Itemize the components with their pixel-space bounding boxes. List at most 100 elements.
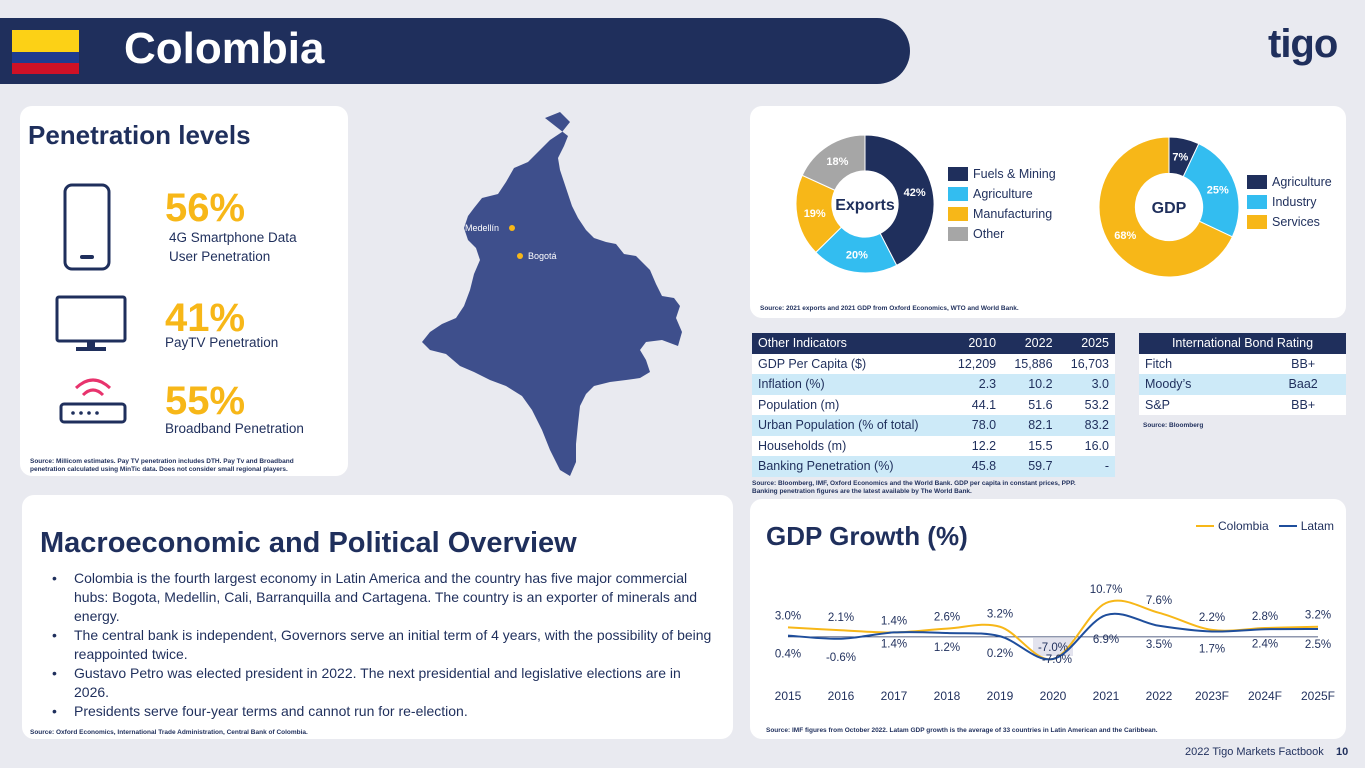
gdp-growth-source: Source: IMF figures from October 2022. L… [766, 727, 1158, 734]
exports-legend-label: Fuels & Mining [973, 167, 1056, 181]
x-tick-label: 2017 [881, 689, 908, 703]
paytv-penetration-label: PayTV Penetration [165, 335, 279, 350]
donuts-source: Source: 2021 exports and 2021 GDP from O… [760, 305, 1019, 312]
x-tick-label: 2019 [987, 689, 1014, 703]
bond-header-row: International Bond Rating [1139, 333, 1346, 354]
gdp-slice-label: 25% [1207, 184, 1229, 196]
latam-data-label: -0.6% [826, 652, 856, 664]
gdp-legend-swatch [1247, 215, 1267, 229]
bond-agency: Fitch [1139, 353, 1261, 374]
exports-legend-label: Other [973, 227, 1005, 241]
latam-data-label: 0.2% [987, 648, 1013, 660]
bogota-label: Bogotá [528, 251, 557, 261]
exports-legend-item: Other [948, 224, 1056, 244]
indicators-source: Source: Bloomberg, IMF, Oxford Economics… [752, 480, 1076, 495]
indicator-label: Urban Population (% of total) [752, 415, 946, 436]
indicators-row: Inflation (%) 2.3 10.2 3.0 [752, 374, 1115, 395]
indicators-header-2025: 2025 [1058, 333, 1115, 354]
router-icon [59, 378, 127, 424]
latam-data-label: 2.5% [1305, 639, 1331, 651]
exports-legend-swatch [948, 187, 968, 201]
indicator-value: 59.7 [1002, 456, 1059, 477]
indicator-label: Population (m) [752, 394, 946, 415]
indicator-value: 10.2 [1002, 374, 1059, 395]
gdp-growth-title: GDP Growth (%) [766, 521, 968, 551]
x-tick-label: 2023F [1195, 689, 1229, 703]
gdp-legend: Agriculture Industry Services [1247, 172, 1332, 232]
macro-card: Macroeconomic and Political Overview Col… [22, 495, 733, 739]
indicator-value: 53.2 [1058, 394, 1115, 415]
latam-data-label: -7.0% [1042, 654, 1072, 666]
indicator-value: 51.6 [1002, 394, 1059, 415]
latam-data-label: 2.4% [1252, 638, 1278, 650]
indicator-value: 12,209 [945, 353, 1003, 374]
latam-data-label: 1.4% [881, 638, 907, 650]
indicators-row: Population (m) 44.1 51.6 53.2 [752, 394, 1115, 415]
bond-source: Source: Bloomberg [1143, 422, 1204, 429]
colombia-data-label: -7.0% [1038, 642, 1068, 654]
bond-rating: Baa2 [1260, 374, 1346, 395]
gdp-growth-legend: Colombia Latam [1196, 519, 1334, 533]
gdp-slice-industry [1182, 142, 1240, 238]
exports-legend-item: Manufacturing [948, 204, 1056, 224]
macro-bullet: Colombia is the fourth largest economy i… [42, 569, 718, 626]
indicator-value: 78.0 [945, 415, 1003, 436]
exports-slice-label: 19% [804, 208, 826, 220]
colombia-map: Medellín Bogotá [422, 112, 682, 476]
penetration-card: Penetration levels 56% 4G Smartphone Dat… [20, 106, 348, 476]
indicator-value: 16,703 [1058, 353, 1115, 374]
page-title: Colombia [124, 24, 325, 73]
indicators-header-label: Other Indicators [752, 333, 946, 354]
indicator-label: Households (m) [752, 435, 946, 456]
exports-legend: Fuels & Mining Agriculture Manufacturing Ot… [948, 164, 1056, 244]
gdp-legend-swatch [1247, 195, 1267, 209]
macro-bullet: Gustavo Petro was elected president in 2… [42, 664, 718, 702]
x-tick-label: 2018 [934, 689, 961, 703]
indicators-row: GDP Per Capita ($) 12,209 15,886 16,703 [752, 353, 1115, 374]
exports-legend-label: Manufacturing [973, 207, 1053, 221]
tigo-logo: tigo [1268, 22, 1338, 66]
exports-slice-label: 18% [826, 156, 848, 168]
latam-data-label: 1.7% [1199, 643, 1225, 655]
page-number: 10 [1336, 746, 1349, 758]
gdp-legend-item: Agriculture [1247, 172, 1332, 192]
indicators-row: Urban Population (% of total) 78.0 82.1 83.… [752, 415, 1115, 436]
x-tick-label: 2020 [1040, 689, 1067, 703]
exports-legend-swatch [948, 227, 968, 241]
indicators-table: Other Indicators 2010 2022 2025 GDP Per … [752, 333, 1115, 477]
x-tick-label: 2021 [1093, 689, 1120, 703]
exports-legend-swatch [948, 167, 968, 181]
indicator-value: 12.2 [945, 435, 1003, 456]
colombia-data-label: 2.2% [1199, 612, 1225, 624]
colombia-data-label: 2.1% [828, 612, 854, 624]
exports-slice-label: 20% [846, 249, 868, 261]
exports-slice-other [801, 134, 866, 191]
exports-legend-swatch [948, 207, 968, 221]
label-highlight [1033, 638, 1073, 656]
broadband-penetration-value: 55% [165, 379, 246, 423]
gdp-growth-line-chart: 3.0% 2.1% 1.4% 2.6% 3.2% -7.0% 10.7% 7.6% 2.2% 2.… [775, 584, 1335, 703]
smartphone-icon [63, 183, 111, 271]
x-tick-label: 2016 [828, 689, 855, 703]
footer-text: 2022 Tigo Markets Factbook [1185, 746, 1324, 758]
colombia-flag-icon [12, 30, 79, 74]
indicator-value: 82.1 [1002, 415, 1059, 436]
gdp-slice-label: 68% [1114, 230, 1136, 242]
exports-legend-item: Agriculture [948, 184, 1056, 204]
bond-agency: S&P [1139, 394, 1261, 415]
latam-series-line [787, 612, 1319, 661]
colombia-data-label: 2.8% [1252, 611, 1278, 623]
smartphone-penetration-value: 56% [165, 186, 246, 230]
colombia-data-label: 3.0% [775, 610, 801, 622]
bond-header: International Bond Rating [1139, 333, 1346, 354]
indicators-header-2022: 2022 [1002, 333, 1059, 354]
indicators-row: Households (m) 12.2 15.5 16.0 [752, 435, 1115, 456]
gdp-slice-label: 7% [1172, 151, 1188, 163]
indicators-header-2010: 2010 [945, 333, 1003, 354]
penetration-title: Penetration levels [28, 120, 251, 150]
indicator-label: Banking Penetration (%) [752, 456, 946, 477]
smartphone-penetration-label: 4G Smartphone Data User Penetration [169, 230, 297, 264]
bond-row: Moody’s Baa2 [1139, 374, 1346, 395]
broadband-penetration-label: Broadband Penetration [165, 421, 304, 436]
gdp-legend-label: Services [1272, 215, 1320, 229]
